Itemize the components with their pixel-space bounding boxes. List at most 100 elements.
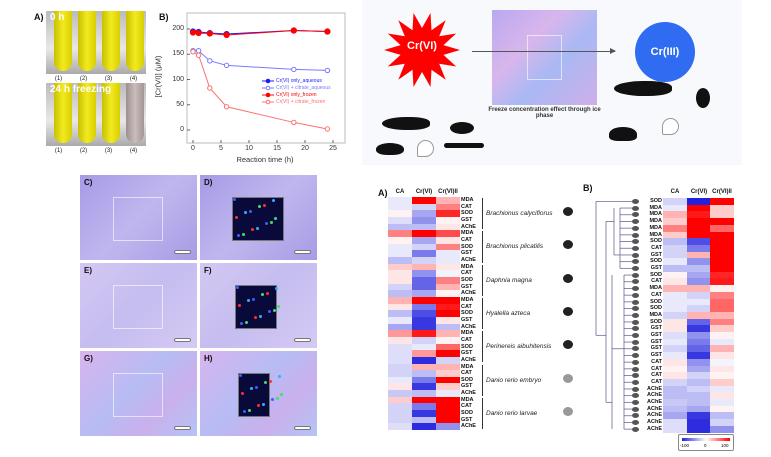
- hotspot: [280, 393, 283, 396]
- heatmap-cell: [388, 256, 412, 264]
- heatmap-cell: [710, 392, 734, 400]
- heatmap-cell: [687, 345, 711, 353]
- heatmap-cell: [388, 283, 412, 291]
- data-point: [324, 28, 331, 35]
- organism-icon: [563, 373, 573, 383]
- legend-marker: [265, 78, 271, 84]
- biomarker-label: MDA: [461, 263, 474, 270]
- hotspot: [240, 322, 243, 325]
- heatmap-cell: [436, 323, 460, 331]
- legend-marker: [265, 85, 271, 91]
- heatmap-cell: [436, 330, 460, 338]
- heatmap-cell: [388, 363, 412, 371]
- dendrogram: [595, 200, 632, 430]
- biomarker-label: GST: [461, 250, 473, 257]
- heatmap-cell: [687, 311, 711, 319]
- region-of-interest: [113, 373, 163, 417]
- hotspot: [275, 287, 278, 290]
- heatmap-cell: [663, 352, 687, 360]
- elemental-map: [238, 373, 283, 417]
- heatmap-cell: [388, 410, 412, 418]
- heatmap-cell: [412, 210, 436, 218]
- heatmap-cell: [388, 296, 412, 304]
- embryo-icon: [417, 140, 434, 157]
- heatmap-cell: [687, 244, 711, 252]
- heatmap-cell: [412, 383, 436, 391]
- heatmap-cell: [436, 310, 460, 318]
- heatmap-cell: [388, 356, 412, 364]
- biomarker-label: SOD: [461, 343, 473, 350]
- heatmap-b-column-header: Cr(VI): [690, 189, 708, 195]
- heatmap-cell: [436, 223, 460, 231]
- amphipod-icon-right: [609, 127, 637, 141]
- biomarker-label: AChE: [461, 290, 476, 297]
- scale-bar: [294, 250, 311, 254]
- heatmap-b-column-header: Cr(VI)ll: [712, 189, 732, 195]
- group-bracket: [482, 397, 483, 430]
- heatmap-cell: [687, 238, 711, 246]
- heatmap-cell: [412, 350, 436, 358]
- heatmap-cell: [436, 230, 460, 238]
- organism-icon: [563, 207, 573, 216]
- biomarker-label: MDA: [461, 197, 474, 203]
- heatmap-cell: [687, 291, 711, 299]
- species-label: Brachionus plicatilis: [486, 243, 544, 251]
- heatmap-cell: [412, 316, 436, 324]
- heatmap-cell: [687, 399, 711, 406]
- organism-icon: [563, 406, 573, 416]
- heatmap-cell: [412, 423, 436, 431]
- tube-1: [54, 11, 72, 71]
- heatmap-cell: [412, 230, 436, 238]
- heatmap-cell: [388, 223, 412, 231]
- y-tick-label: 0: [180, 126, 184, 133]
- biomarker-label: MDA: [461, 363, 474, 370]
- hotspot: [266, 292, 269, 295]
- biomarker-label: CAT: [461, 370, 472, 377]
- x-tick-label: 10: [245, 145, 253, 152]
- biomarker-label: MDA: [461, 230, 474, 237]
- heatmap-cell: [687, 278, 711, 286]
- heatmap-cell: [710, 365, 734, 373]
- hotspot: [256, 227, 259, 230]
- y-tick-label: 50: [176, 100, 184, 108]
- graphical-abstract-panel: Cr(VI) Freeze concentration effect throu…: [362, 0, 742, 165]
- tube-label: (4): [129, 76, 138, 82]
- heatmap-cell: [663, 305, 687, 313]
- hotspot: [244, 211, 247, 214]
- group-bracket: [482, 198, 483, 230]
- heatmap-cell: [412, 410, 436, 418]
- micrograph-label: E): [84, 266, 92, 275]
- tube-3: [102, 11, 120, 71]
- heatmap-cell: [412, 403, 436, 411]
- fish-icon-right: [614, 81, 672, 96]
- biomarker-label: AChE: [461, 323, 476, 330]
- heatmap-cell: [412, 263, 436, 271]
- legend-entry: Cr(VI) only_frozen: [276, 91, 317, 98]
- legend-entry: Cr(VI) + citrate_aqueous: [276, 84, 331, 91]
- tube-3: [102, 83, 120, 143]
- heatmap-cell: [663, 318, 687, 326]
- plot-frame: [186, 12, 346, 144]
- heatmap-cell: [436, 370, 460, 378]
- heatmap-cell: [436, 416, 460, 424]
- tube-label: (1): [54, 148, 63, 154]
- biomarker-label: GST: [461, 383, 473, 390]
- arrow-head-icon: [610, 48, 616, 54]
- tube-label: (3): [104, 148, 113, 154]
- micrograph-label: H): [204, 354, 213, 363]
- heatmap-cell: [436, 236, 460, 244]
- hotspot: [249, 210, 252, 213]
- heatmap-cell: [436, 276, 460, 284]
- heatmap-cell: [687, 305, 711, 313]
- heatmap-cell: [663, 198, 687, 205]
- biomarker-label: SOD: [461, 276, 473, 283]
- heatmap-cell: [663, 285, 687, 293]
- heatmap-cell: [388, 216, 412, 224]
- hotspot: [274, 217, 277, 220]
- biomarker-label: GST: [461, 216, 473, 223]
- heatmap-cell: [687, 325, 711, 333]
- heatmap-cell: [710, 419, 734, 427]
- heatmap-cell: [388, 197, 412, 204]
- hotspot: [263, 204, 266, 207]
- heatmap-cell: [663, 278, 687, 286]
